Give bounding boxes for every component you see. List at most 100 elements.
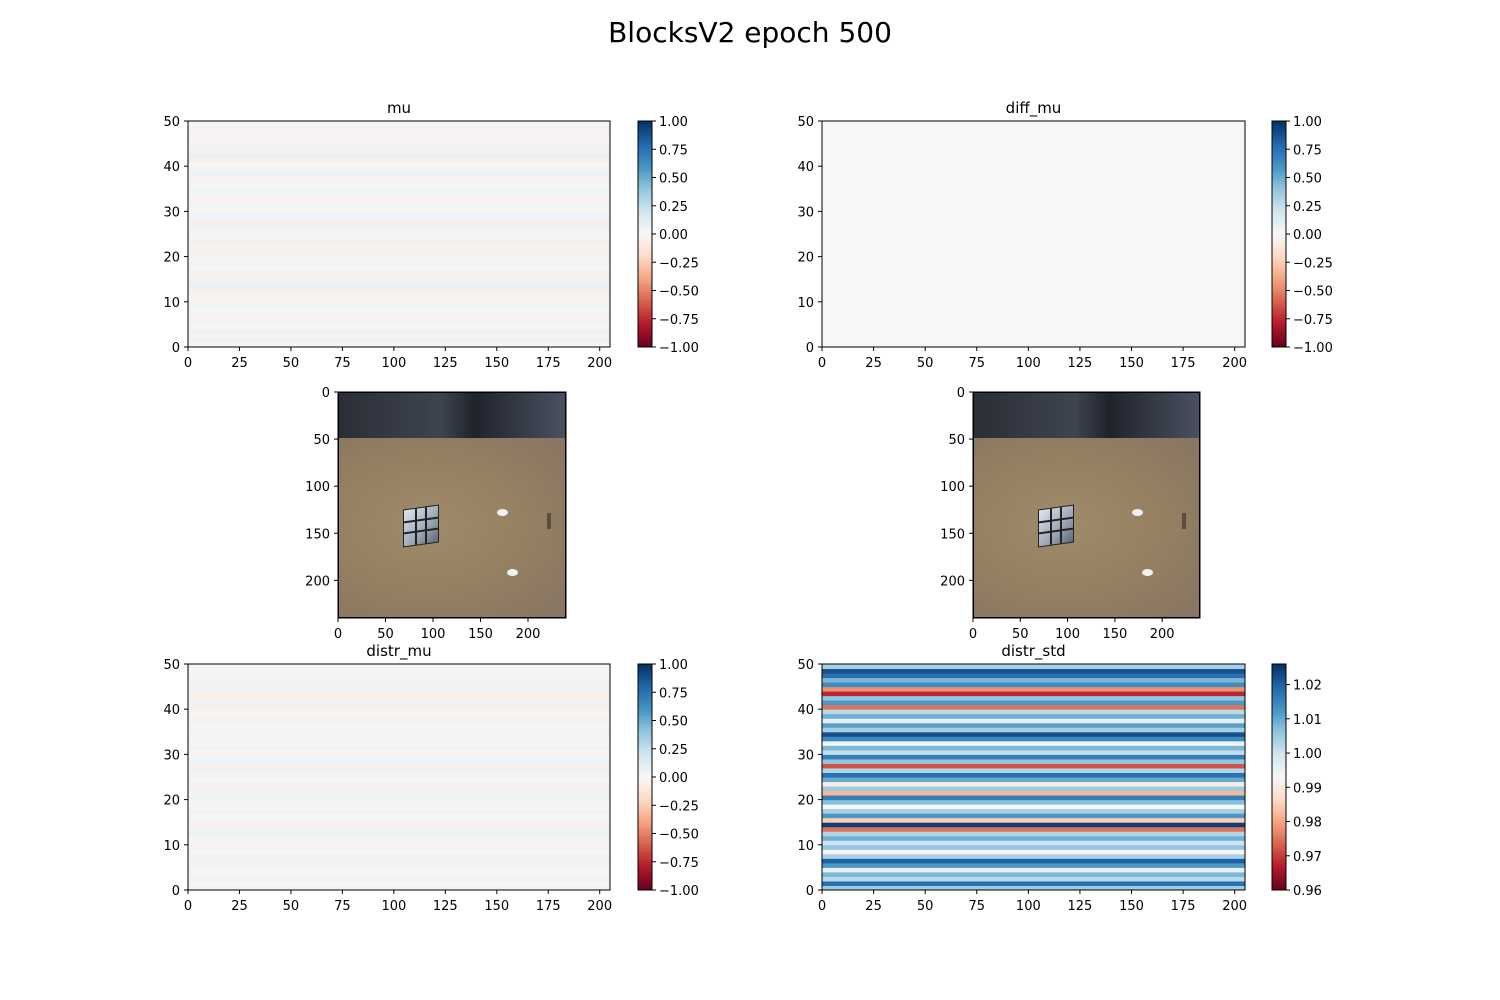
heatmap-row (188, 682, 610, 688)
colorbar-tick-label: 1.00 (659, 658, 688, 673)
heatmap-row (822, 121, 1245, 348)
colorbar-tick-label: 0.00 (659, 771, 688, 786)
y-tick-label: 50 (163, 115, 180, 130)
colorbar-tick-label: 1.01 (1293, 713, 1322, 728)
heatmap-row (822, 677, 1245, 683)
heatmap-row (188, 301, 610, 307)
y-tick-label: 200 (940, 574, 965, 589)
heatmap-row (822, 817, 1245, 823)
heatmap-row (822, 713, 1245, 719)
colorbar-tick-label: 0.25 (659, 200, 688, 215)
y-tick-label: 10 (797, 296, 814, 311)
x-tick-label: 25 (231, 899, 248, 914)
x-tick-label: 100 (421, 627, 446, 642)
x-tick-label: 0 (184, 899, 192, 914)
heatmap-row (822, 736, 1245, 742)
x-tick-label: 25 (231, 356, 248, 371)
subplot-3: 0 50 100 150 200 0 50 100 150 200 (305, 386, 567, 642)
heatmap-row (188, 853, 610, 859)
heatmap-row (188, 306, 610, 312)
subplot-title: diff_mu (1006, 99, 1062, 118)
heatmap-row (188, 808, 610, 814)
heatmap-row (188, 234, 610, 240)
heatmap-row (822, 826, 1245, 832)
x-tick-label: 150 (468, 627, 493, 642)
x-tick-label: 150 (1119, 899, 1144, 914)
y-tick-label: 100 (940, 480, 965, 495)
heatmap-row (188, 754, 610, 760)
x-tick-label: 75 (968, 899, 985, 914)
heatmap-row (822, 772, 1245, 778)
heatmap-row (822, 695, 1245, 701)
heatmap-row (188, 211, 610, 217)
heatmap-row (188, 822, 610, 828)
heatmap-row (188, 709, 610, 715)
heatmap-row (188, 229, 610, 235)
colorbar-tick-label: −0.25 (659, 256, 699, 271)
heatmap-row (188, 184, 610, 190)
heatmap-row (822, 831, 1245, 837)
heatmap-row (188, 758, 610, 764)
heatmap-row (188, 795, 610, 801)
y-tick-label: 50 (313, 433, 330, 448)
heatmap-row (188, 831, 610, 837)
x-tick-label: 50 (1012, 627, 1029, 642)
y-tick-label: 20 (163, 251, 180, 266)
heatmap-row (822, 777, 1245, 783)
x-tick-label: 200 (587, 356, 612, 371)
y-tick-label: 10 (163, 296, 180, 311)
colorbar-tick-label: 0.00 (1293, 228, 1322, 243)
colorbar-tick-label: 1.00 (1293, 115, 1322, 130)
y-tick-label: 40 (163, 703, 180, 718)
heatmap-row (188, 858, 610, 864)
x-tick-label: 150 (1119, 356, 1144, 371)
y-tick-label: 20 (797, 794, 814, 809)
x-tick-label: 100 (381, 356, 406, 371)
heatmap-row (188, 862, 610, 868)
heatmap-row (822, 722, 1245, 728)
heatmap-row (822, 745, 1245, 751)
rubiks-cube (1038, 504, 1074, 548)
heatmap-row (188, 283, 610, 289)
colorbar-tick-label: 0.00 (659, 228, 688, 243)
heatmap-row (822, 822, 1245, 828)
x-tick-label: 175 (1171, 356, 1196, 371)
x-tick-label: 200 (587, 899, 612, 914)
heatmap-row (188, 718, 610, 724)
x-tick-label: 125 (1068, 899, 1093, 914)
heatmap-row (188, 777, 610, 783)
x-tick-label: 150 (484, 899, 509, 914)
heatmap-row (822, 686, 1245, 692)
colorbar-tick-label: 0.50 (659, 172, 688, 187)
heatmap-row (188, 664, 610, 670)
heatmap-row (188, 804, 610, 810)
heatmap-row (188, 749, 610, 755)
colorbar-tick-label: −0.25 (1293, 256, 1333, 271)
colorbar (637, 663, 653, 891)
heatmap-row (188, 781, 610, 787)
subplot-1: mu 1.00 0.75 0.50 0.25 0.00 −0.25 −0.50 −0.75 −1.… (163, 99, 698, 371)
y-tick-label: 50 (948, 433, 965, 448)
axes-frame (187, 120, 611, 348)
heatmap-row (188, 224, 610, 230)
heatmap-row (188, 252, 610, 258)
heatmap-row (188, 310, 610, 316)
heatmap-row (188, 121, 610, 127)
heatmap-row (188, 193, 610, 199)
x-tick-label: 200 (1222, 356, 1247, 371)
colorbar-tick-label: 0.99 (1293, 781, 1322, 796)
y-tick-label: 0 (806, 884, 814, 899)
subplot-5: distr_mu 1.00 0.75 0.50 0.25 0.00 −0.25 −0.50 −0… (163, 642, 698, 914)
heatmap-row (822, 673, 1245, 679)
y-tick-label: 30 (163, 748, 180, 763)
x-tick-label: 125 (433, 899, 458, 914)
y-tick-label: 10 (163, 839, 180, 854)
heatmap-row (188, 713, 610, 719)
x-tick-label: 100 (1055, 627, 1080, 642)
heatmap-row (188, 270, 610, 276)
heatmap-row (822, 799, 1245, 805)
x-tick-label: 175 (1171, 899, 1196, 914)
colorbar-tick-label: −0.75 (659, 856, 699, 871)
y-tick-label: 100 (305, 480, 330, 495)
heatmap-row (188, 256, 610, 262)
